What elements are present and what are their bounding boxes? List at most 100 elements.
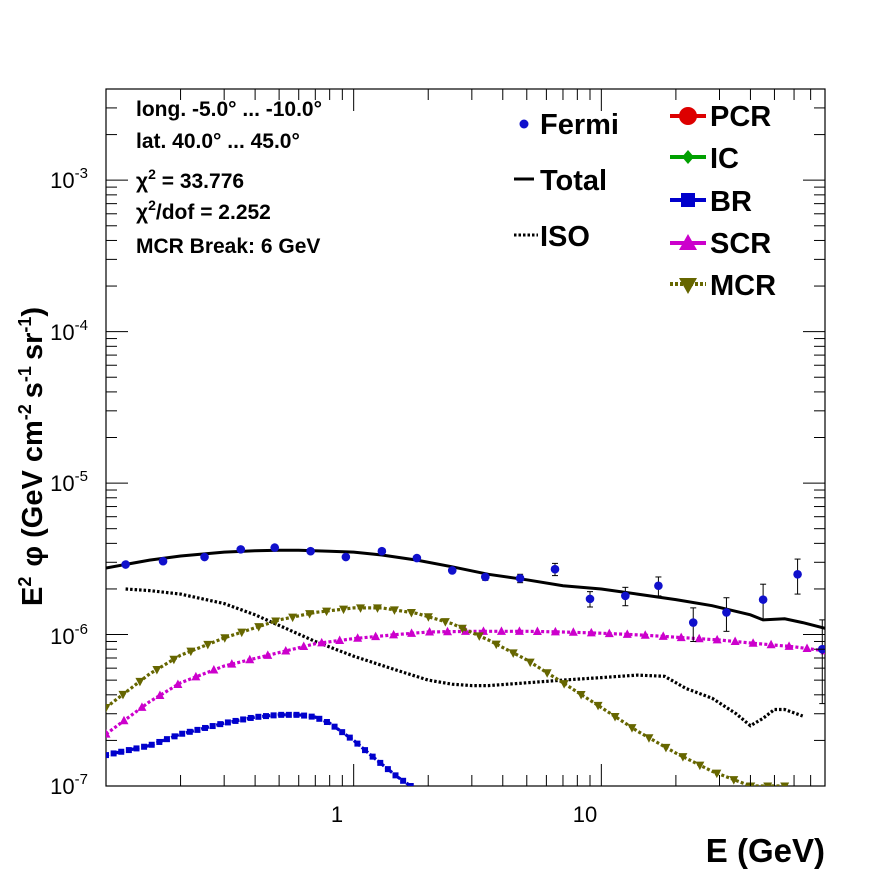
series-br-marker [217, 721, 224, 728]
series-scr-marker [155, 690, 165, 699]
series-br-marker [339, 729, 346, 736]
series-scr-marker [586, 627, 596, 637]
fermi-point [480, 572, 490, 582]
series-scr-marker [658, 631, 668, 640]
series-br-marker [209, 723, 216, 730]
legend-fermi-label: Fermi [540, 109, 619, 141]
series-mcr-marker [559, 680, 569, 689]
series-mcr-marker [457, 624, 467, 634]
series-mcr-marker [542, 669, 552, 678]
legend-fermi-marker [519, 119, 529, 129]
series-mcr-marker [372, 604, 382, 613]
series-mcr-marker [254, 623, 264, 632]
series-mcr-marker [525, 658, 535, 668]
series-mcr-marker [491, 640, 501, 650]
y-tick-label-1e-6: 10-6 [50, 621, 88, 649]
series-mcr-marker [135, 677, 145, 687]
fermi-point [758, 595, 768, 604]
series-br-marker [240, 716, 247, 723]
series-iso-line [125, 587, 804, 728]
fermi-point [270, 543, 280, 552]
series-scr-marker [532, 626, 542, 636]
series-scr-marker [802, 643, 812, 653]
series-scr-marker [676, 632, 686, 642]
series-scr-marker [748, 638, 758, 647]
series-mcr-marker [106, 703, 111, 713]
annotation-longitude: long. -5.0° ... -10.0° [136, 98, 322, 121]
series-scr-marker [119, 715, 129, 725]
fermi-point [158, 556, 168, 566]
series-scr-marker [514, 626, 524, 635]
series-br-marker [106, 752, 109, 759]
series-br-marker [407, 783, 414, 786]
series-br-marker [163, 736, 170, 743]
legend-right: PCR IC BR SCR MCR [670, 101, 776, 302]
legend-br-marker [681, 193, 695, 207]
series-br-marker [202, 724, 209, 731]
series-scr-marker [766, 639, 776, 649]
series-scr-marker [106, 729, 111, 738]
x-tick-label-10: 10 [573, 802, 597, 827]
series-mcr-marker [627, 724, 637, 733]
series-mcr-marker [474, 632, 484, 641]
legend-left: Fermi Total ISO [514, 109, 619, 253]
fermi-point [236, 545, 246, 554]
legend-ic-marker [682, 150, 694, 164]
series-br-marker [148, 741, 155, 748]
x-tick-label-1: 1 [331, 802, 343, 827]
series-scr-marker [568, 627, 578, 636]
legend-mcr-marker [679, 278, 697, 294]
series-scr-marker [281, 645, 291, 655]
series-scr-marker [389, 629, 399, 639]
x-axis-title: E (GeV) [706, 832, 825, 869]
series-mcr-marker [305, 610, 315, 619]
series-br-marker [179, 730, 186, 737]
series-mcr-marker [440, 618, 450, 627]
series-mcr-marker [339, 605, 349, 615]
series-br-marker [316, 715, 323, 722]
series-scr-marker [371, 631, 381, 641]
series-scr-marker [407, 628, 417, 637]
legend-scr-marker [679, 234, 697, 250]
series-mcr-marker [186, 647, 196, 657]
series-br-marker [331, 723, 338, 730]
series-mcr-marker [389, 606, 399, 615]
series-br-marker [224, 719, 231, 726]
series-br-marker [156, 738, 163, 745]
legend-mcr-label: MCR [710, 270, 776, 302]
fermi-point [688, 618, 698, 627]
series-scr-marker [443, 626, 453, 636]
series-mcr-marker [322, 607, 332, 617]
series-br-marker [186, 728, 193, 735]
series-scr-marker [209, 664, 219, 674]
legend-pcr-label: PCR [710, 101, 771, 133]
series-mcr-marker [271, 617, 281, 626]
series-mcr-marker [220, 634, 230, 643]
series-br-marker [141, 743, 148, 750]
series-mcr-marker [610, 712, 620, 722]
series-scr-marker [622, 629, 632, 638]
series-scr-marker [496, 626, 506, 635]
series-br-marker [400, 777, 407, 784]
series-scr-marker [353, 633, 363, 642]
series-br-marker [125, 747, 132, 754]
series-scr-marker [640, 630, 650, 639]
series-br-marker [171, 733, 178, 740]
series-mcr-marker [406, 609, 416, 618]
series-scr-marker [263, 650, 273, 659]
series-mcr-marker [118, 690, 128, 700]
series-mcr-marker [593, 701, 603, 711]
series-br-marker [301, 712, 308, 719]
series-br-marker [285, 711, 292, 718]
fermi-point [412, 553, 422, 563]
fermi-point [585, 594, 595, 604]
series-scr-marker [299, 641, 309, 651]
series-scr-marker [317, 637, 327, 647]
legend-scr-label: SCR [710, 228, 771, 260]
series-mcr-marker [661, 743, 671, 753]
fermi-point [793, 569, 802, 579]
fermi-point [550, 564, 560, 574]
series-br-marker [232, 717, 239, 724]
series-scr-marker [550, 626, 560, 636]
